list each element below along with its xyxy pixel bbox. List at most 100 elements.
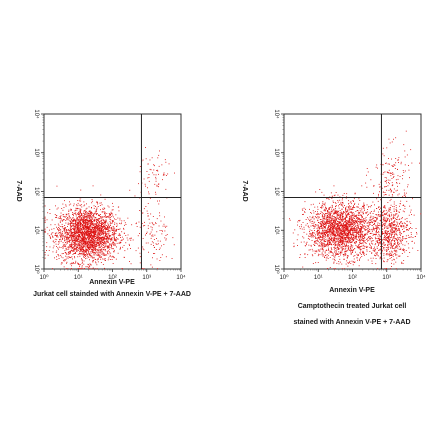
data-point bbox=[325, 232, 327, 234]
data-point bbox=[90, 264, 92, 266]
data-point bbox=[66, 253, 68, 255]
data-point bbox=[338, 251, 340, 253]
data-point bbox=[86, 215, 88, 217]
data-point bbox=[337, 239, 339, 241]
data-point bbox=[60, 236, 62, 238]
data-point bbox=[343, 211, 344, 213]
data-point bbox=[359, 241, 361, 243]
data-point bbox=[97, 254, 99, 256]
data-point bbox=[92, 241, 93, 243]
data-point bbox=[89, 236, 91, 237]
data-point bbox=[105, 232, 107, 234]
data-point bbox=[89, 249, 90, 250]
data-point bbox=[150, 169, 152, 171]
data-point bbox=[338, 207, 340, 209]
data-point bbox=[354, 255, 356, 256]
data-point bbox=[334, 259, 335, 261]
data-point bbox=[104, 243, 106, 245]
data-point bbox=[323, 225, 324, 227]
data-point bbox=[353, 240, 355, 241]
data-point bbox=[78, 211, 80, 213]
data-point bbox=[349, 238, 350, 240]
data-point bbox=[315, 225, 317, 227]
data-point bbox=[81, 241, 83, 243]
data-point bbox=[376, 233, 377, 235]
data-point bbox=[101, 250, 102, 252]
data-point bbox=[333, 268, 335, 270]
data-point bbox=[366, 250, 368, 252]
data-point bbox=[360, 226, 362, 228]
data-point bbox=[119, 235, 121, 237]
data-point bbox=[364, 234, 366, 236]
data-point bbox=[351, 226, 353, 228]
data-point bbox=[156, 169, 158, 171]
data-point bbox=[68, 234, 69, 235]
data-point bbox=[329, 207, 330, 209]
data-point bbox=[329, 251, 331, 253]
data-point bbox=[85, 215, 87, 217]
data-point bbox=[318, 227, 320, 229]
x-axis-label: Annexin V-PE bbox=[89, 279, 135, 286]
data-point bbox=[330, 229, 332, 231]
data-point bbox=[89, 268, 91, 270]
data-point bbox=[328, 220, 330, 222]
data-point bbox=[101, 219, 103, 221]
data-point bbox=[73, 205, 75, 207]
data-point bbox=[81, 248, 83, 250]
data-point bbox=[338, 214, 340, 216]
data-point bbox=[73, 212, 75, 214]
data-point bbox=[329, 220, 331, 222]
data-point bbox=[337, 223, 339, 224]
data-point bbox=[82, 219, 83, 220]
data-point bbox=[368, 219, 370, 221]
data-point bbox=[109, 254, 111, 256]
data-point bbox=[350, 238, 351, 239]
data-point bbox=[72, 217, 74, 218]
data-point bbox=[355, 238, 357, 240]
data-point bbox=[372, 216, 374, 218]
data-point bbox=[359, 210, 361, 212]
data-point bbox=[368, 213, 369, 215]
data-point bbox=[314, 235, 316, 237]
data-point bbox=[364, 254, 365, 256]
data-point bbox=[67, 251, 69, 253]
data-point bbox=[48, 235, 50, 236]
data-point bbox=[73, 236, 75, 238]
data-point bbox=[330, 252, 332, 253]
data-point bbox=[144, 225, 146, 226]
data-point bbox=[358, 233, 359, 235]
data-point bbox=[316, 251, 318, 253]
data-point bbox=[78, 268, 80, 270]
data-point bbox=[356, 221, 358, 223]
data-point bbox=[355, 221, 356, 223]
data-point bbox=[109, 238, 111, 240]
data-point bbox=[341, 268, 343, 270]
data-point bbox=[344, 232, 346, 234]
data-point bbox=[359, 258, 360, 260]
data-point bbox=[88, 251, 90, 253]
data-point bbox=[71, 243, 73, 245]
data-point bbox=[333, 233, 334, 235]
data-point bbox=[371, 229, 373, 231]
data-point bbox=[73, 242, 75, 244]
data-point bbox=[159, 212, 160, 214]
data-point bbox=[326, 256, 328, 258]
data-point bbox=[117, 217, 119, 219]
data-point bbox=[115, 240, 117, 242]
data-point bbox=[303, 226, 305, 228]
data-point bbox=[337, 249, 339, 250]
data-point bbox=[363, 233, 365, 235]
data-point bbox=[348, 221, 350, 223]
x-tick-label: 10⁰ bbox=[39, 274, 49, 281]
data-point bbox=[346, 241, 348, 242]
data-point bbox=[101, 244, 103, 246]
data-point bbox=[95, 261, 96, 263]
data-point bbox=[328, 242, 330, 244]
data-point bbox=[85, 242, 87, 244]
data-point bbox=[354, 204, 355, 205]
data-point bbox=[88, 236, 90, 237]
data-point bbox=[158, 225, 160, 227]
data-point bbox=[89, 254, 90, 256]
data-point bbox=[90, 235, 91, 236]
data-point bbox=[87, 255, 89, 257]
